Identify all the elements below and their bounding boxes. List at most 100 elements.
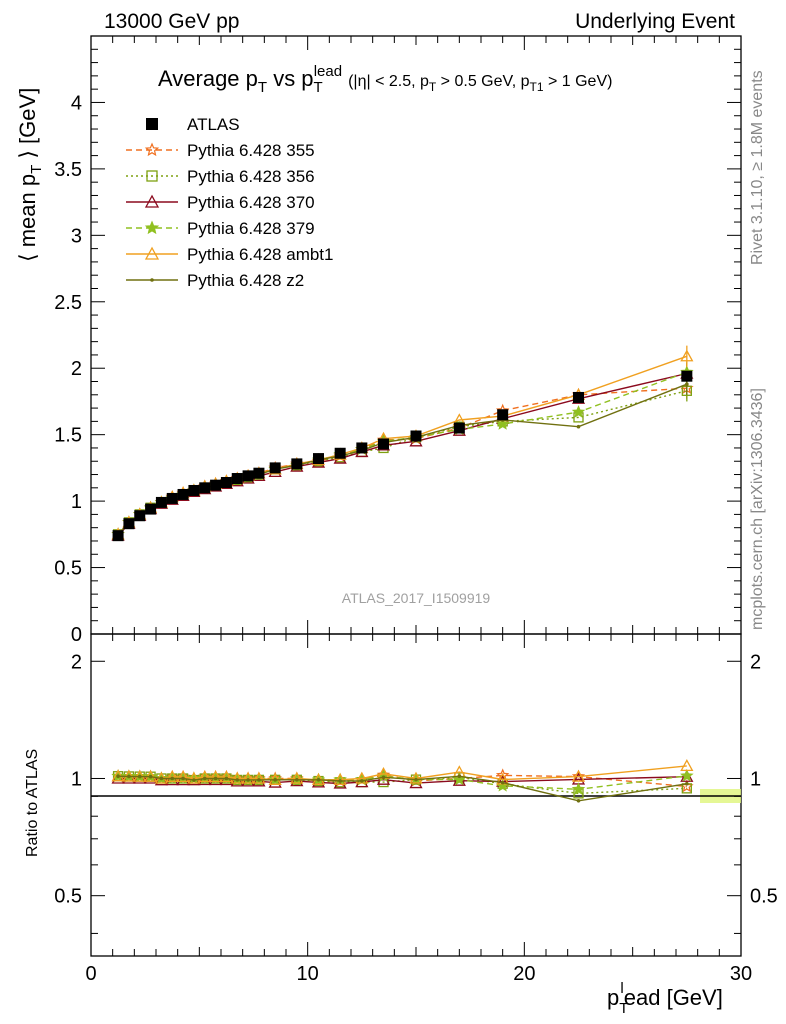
main-y-tick-label: 4	[71, 92, 82, 114]
data-point-dot	[414, 777, 418, 782]
data-point-dot	[137, 774, 142, 779]
data-point-square	[199, 482, 211, 494]
header-right: Underlying Event	[575, 10, 735, 33]
ratio-y-tick-label-left: 0.5	[54, 886, 82, 908]
data-point-star	[571, 405, 586, 418]
series-line	[117, 390, 687, 535]
main-y-tick-label: 3.5	[54, 159, 82, 181]
title-cuts: (|η| < 2.5, p	[348, 73, 429, 90]
series-line	[117, 371, 688, 535]
data-point-triangle	[198, 770, 212, 783]
data-point-dot	[295, 778, 299, 782]
data-point-triangle	[409, 771, 423, 784]
data-point-triangle	[252, 771, 266, 784]
legend-entry: Pythia 6.428 370	[126, 193, 315, 212]
title-main-sub: T	[258, 79, 267, 96]
legend-entry: Pythia 6.428 ambt1	[126, 245, 333, 264]
data-point-star	[680, 768, 694, 782]
tick-labels: 0 10 20 30 0 0.5 1 1.5 2 2.5 3 3.5 4 0.5 0.5 1 1 2 2	[54, 92, 778, 985]
data-point-square	[177, 488, 189, 500]
data-point-star	[144, 220, 160, 235]
main-y-tick-label: 0.5	[54, 558, 82, 580]
series-pythia-6-428-379	[111, 361, 694, 541]
data-point-square	[231, 473, 243, 485]
data-point-dot	[457, 774, 462, 779]
ratio-series-pythia-6-428-ambt1	[111, 759, 694, 785]
data-point-dot	[381, 775, 386, 780]
title-vs-sub: T	[314, 79, 323, 96]
data-point-triangle	[571, 769, 586, 782]
title-cuts-sub2: T1	[530, 80, 544, 94]
data-point-square	[134, 510, 146, 522]
title-cuts-end: > 1 GeV)	[544, 73, 613, 90]
tick-marks	[90, 35, 742, 956]
main-y-label-sub: T	[28, 165, 45, 174]
data-point-square	[145, 503, 157, 515]
series-pythia-6-428-z2	[116, 373, 689, 537]
side-label-mcplots: mcplots.cern.ch [arXiv:1306.3436]	[749, 388, 766, 630]
series-pythia-6-428-356	[112, 380, 692, 540]
data-point-dot	[127, 774, 131, 779]
x-tick-label: 0	[85, 963, 96, 985]
header-left: 13000 GeV pp	[104, 10, 239, 33]
series-line	[117, 372, 687, 537]
ratio-series-pythia-6-428-z2	[116, 774, 689, 803]
data-point-square	[269, 462, 281, 474]
legend-label: ATLAS	[187, 115, 240, 134]
legend-label: Pythia 6.428 356	[187, 167, 315, 186]
main-y-label-a: ⟨ mean p	[15, 174, 40, 262]
data-point-dot	[576, 424, 581, 429]
data-point-star	[571, 782, 586, 795]
data-point-triangle	[219, 770, 234, 783]
data-point-square	[573, 391, 584, 403]
data-point-square	[497, 409, 509, 421]
data-point-star	[144, 142, 160, 157]
data-point-square	[146, 118, 158, 130]
title-vs: vs p	[267, 66, 313, 91]
data-point-square	[291, 458, 303, 470]
data-point-triangle	[144, 246, 160, 260]
main-y-tick-label: 2.5	[54, 292, 82, 314]
data-point-triangle	[290, 771, 304, 784]
data-point-dot	[338, 779, 342, 783]
title-main: Average p	[158, 66, 258, 91]
ratio-y-tick-label-right: 2	[750, 651, 761, 673]
data-point-square	[242, 470, 254, 482]
x-tick-label: 30	[730, 963, 752, 985]
data-point-triangle	[230, 771, 244, 784]
title-cuts-mid: > 0.5 GeV, p	[436, 73, 529, 90]
main-y-axis-label: ⟨ mean pT ⟩ [GeV]	[15, 88, 45, 262]
data-point-triangle	[176, 770, 190, 783]
series-line	[117, 387, 687, 535]
data-point-star	[495, 768, 510, 782]
data-point-square	[253, 467, 265, 479]
data-point-open-square	[146, 170, 158, 182]
data-point-square	[410, 430, 422, 442]
legend-label: Pythia 6.428 ambt1	[187, 245, 333, 264]
main-y-tick-label: 3	[71, 225, 82, 247]
legend-label: Pythia 6.428 z2	[187, 271, 304, 290]
data-point-triangle	[144, 194, 160, 208]
data-point-square	[681, 370, 693, 382]
data-point-square	[313, 453, 324, 465]
data-point-dot	[273, 778, 277, 782]
data-point-dot	[148, 774, 153, 779]
data-point-square	[188, 484, 200, 496]
data-point-dot	[316, 777, 321, 782]
ratio-plot-frame	[90, 633, 742, 957]
data-point-dot	[246, 778, 250, 782]
ratio-y-tick-label-right: 1	[750, 768, 761, 790]
data-point-dot	[685, 781, 689, 786]
main-y-tick-label: 1	[71, 491, 82, 513]
legend-entry: Pythia 6.428 356	[126, 167, 315, 186]
data-point-triangle	[241, 771, 255, 784]
x-label-a: p	[607, 985, 619, 1010]
data-point-dot	[202, 776, 207, 781]
data-point-dot	[360, 779, 364, 783]
data-point-dot	[257, 778, 261, 782]
ratio-y-tick-label-right: 0.5	[750, 886, 778, 908]
data-point-square	[123, 518, 135, 530]
main-series-layer	[111, 345, 694, 542]
data-point-square	[220, 477, 232, 489]
